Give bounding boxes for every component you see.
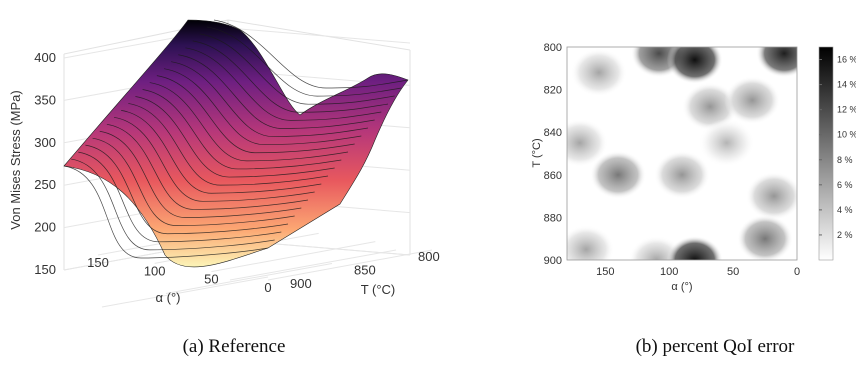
mesh-line [149, 82, 349, 162]
heatmap-t-tick: 900 [544, 255, 562, 267]
colorbar [818, 46, 834, 261]
z-tick-label: 350 [34, 92, 56, 107]
heatmap-blob [682, 82, 739, 131]
alpha-tick-label: 100 [144, 263, 166, 278]
heatmap-t-tick: 800 [544, 42, 562, 54]
colorbar-tick-label: 6 % [837, 180, 853, 190]
alpha-axis-label: α (°) [156, 290, 181, 305]
caption-a: (a) Reference [183, 336, 286, 357]
mesh-line [78, 151, 282, 243]
heatmap-blob [590, 150, 647, 199]
heatmap-blob [567, 225, 615, 260]
heatmap-blob [654, 150, 710, 199]
mesh-line [113, 116, 315, 202]
mesh-line [156, 75, 355, 154]
heatmap-blob [756, 47, 797, 78]
heatmap-alpha-tick: 150 [596, 266, 614, 278]
z-tick-label: 250 [34, 177, 56, 192]
t-axis-label: T (°C) [361, 282, 396, 297]
mesh-line [85, 144, 289, 235]
heatmap-alpha-tick: 100 [660, 266, 678, 278]
colorbar-tick-label: 8 % [837, 155, 853, 165]
t-gridline [165, 263, 333, 294]
alpha-tick-label: 50 [204, 272, 218, 287]
mesh-line [213, 19, 409, 89]
heatmap-t-ticks: 800 820 840 860 880 900 [544, 42, 562, 267]
mesh-line [99, 130, 302, 218]
colorbar-tick-label: 10 % [837, 130, 856, 140]
heatmap-alpha-tick: 0 [794, 266, 800, 278]
heatmap-frame [566, 46, 798, 261]
heatmap-blob [666, 47, 723, 84]
colorbar-tick-label: 4 % [837, 205, 853, 215]
error-heatmap: 800 820 840 860 880 900 150 100 50 0 T (°C) α (°… [531, 42, 856, 357]
z-tick-label: 300 [34, 135, 56, 150]
heatmap-t-tick: 840 [544, 127, 562, 139]
z-tick-label: 400 [34, 50, 56, 65]
t-grid [101, 249, 397, 308]
alpha-tick-label: 150 [87, 255, 109, 270]
heatmap-blob [567, 118, 608, 167]
mesh-line [206, 26, 402, 97]
heatmap-cells [567, 47, 797, 260]
heatmap-alpha-ticks: 150 100 50 0 [596, 266, 800, 278]
mesh-line [135, 96, 335, 178]
alpha-gridline [211, 241, 376, 273]
mesh-line [171, 61, 369, 137]
mesh-line [63, 165, 269, 259]
t-tick-label: 850 [354, 263, 376, 278]
t-tick-labels: 800 850 900 [290, 249, 440, 291]
alpha-gridline [267, 249, 433, 281]
alpha-tick-labels: 150 100 50 0 [87, 255, 271, 295]
stress-surface [63, 19, 409, 268]
mesh-line [92, 137, 295, 226]
z-gridline [227, 27, 411, 44]
mesh-line [121, 110, 322, 194]
heatmap-blob [666, 236, 723, 260]
heatmap-alpha-tick: 50 [727, 266, 739, 278]
mesh-line [178, 54, 375, 129]
surface-mesh-lines [63, 19, 409, 259]
t-gridline [229, 249, 397, 281]
mesh-line [163, 68, 362, 146]
mesh-line [142, 89, 342, 170]
mesh-line [185, 47, 382, 121]
t-tick-label: 900 [290, 276, 312, 291]
heatmap-blob [737, 214, 794, 260]
caption-b: (b) percent QoI error [636, 336, 795, 357]
z-tick-label: 150 [34, 262, 56, 277]
heatmap-t-tick: 880 [544, 212, 562, 224]
mesh-line [71, 158, 275, 251]
colorbar-tick-label: 12 % [837, 105, 856, 115]
colorbar-tick-label: 2 % [837, 230, 853, 240]
z-tick-label: 200 [34, 220, 56, 235]
heatmap-blob [724, 76, 781, 125]
colorbar-tick-label: 14 % [837, 80, 856, 90]
heatmap-blob [698, 118, 755, 167]
heatmap-blob [746, 172, 797, 221]
t-gridline [101, 276, 269, 308]
mesh-line [199, 33, 395, 105]
alpha-tick-label: 0 [264, 280, 271, 295]
surface-plot: 150 200 250 300 350 400 150 100 50 0 800 850 900 V… [8, 19, 440, 357]
colorbar-tick-labels: 2 % 4 % 6 % 8 % 10 % 12 % 14 % 16 % [819, 55, 856, 240]
z-axis-label: Von Mises Stress (MPa) [8, 90, 23, 229]
mesh-line [106, 123, 309, 210]
mesh-line [192, 40, 389, 113]
z-tick-labels: 150 200 250 300 350 400 [34, 50, 56, 277]
mesh-line [128, 103, 329, 186]
heatmap-y-label: T (°C) [531, 138, 543, 167]
heatmap-t-tick: 820 [544, 85, 562, 97]
t-tick-label: 800 [418, 249, 440, 264]
heatmap-t-tick: 860 [544, 170, 562, 182]
heatmap-x-label: α (°) [671, 281, 692, 293]
colorbar-tick-label: 16 % [837, 55, 856, 65]
heatmap-blob [570, 48, 627, 97]
